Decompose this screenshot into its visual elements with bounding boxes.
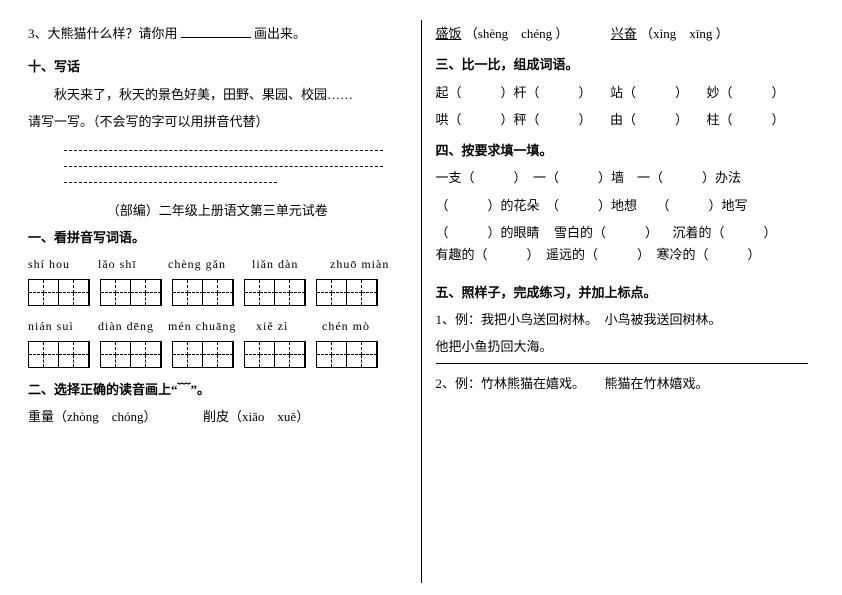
r4a[interactable]: 一支（ ） 一（ ）墙 一（ ）办法: [436, 164, 815, 191]
r5c: 2、例：竹林熊猫在嬉戏。 熊猫在竹林嬉戏。: [436, 370, 815, 397]
line-12a: 重量（zhòng chóng） 削皮（xiāo xuē）: [28, 403, 407, 430]
line-0: 盛饭 （shèng chéng ） 兴奋 （xìng xīng ）: [436, 20, 815, 47]
r3-row-a[interactable]: 起（ ）杆（ ） 站（ ） 妙（ ）: [436, 79, 815, 106]
heading-3: 三、比一比，组成词语。: [436, 51, 815, 78]
heading-10: 十、写话: [28, 53, 407, 80]
r4b[interactable]: （ ）的花朵 （ ）地想 （ ）地写: [436, 192, 815, 219]
box-row-1[interactable]: [28, 279, 407, 306]
write-line-1[interactable]: [64, 149, 383, 151]
q3-text: 3、大熊猫什么样？请你用: [28, 26, 181, 41]
p10b: 请写一写。（不会写的字可以用拼音代替）: [28, 108, 407, 135]
r4d[interactable]: 有趣的（ ） 遥远的（ ） 寒冷的（ ）: [436, 246, 815, 264]
write-line-2[interactable]: [64, 165, 383, 167]
write-line-3[interactable]: [64, 181, 277, 183]
heading-11: 一、看拼音写词语。: [28, 224, 407, 251]
box-row-2[interactable]: [28, 341, 407, 368]
r5b[interactable]: 他把小鱼扔回大海。: [436, 333, 809, 364]
q3-line: 3、大熊猫什么样？请你用 画出来。: [28, 20, 407, 47]
r3-row-b[interactable]: 哄（ ）秤（ ） 由（ ） 柱（ ）: [436, 106, 815, 133]
p10a: 秋天来了，秋天的景色好美，田野、果园、校园……: [28, 81, 407, 108]
q3-tail: 画出来。: [254, 26, 306, 41]
q3-blank[interactable]: [181, 24, 251, 38]
heading-12: 二、选择正确的读音画上“﹋”。: [28, 376, 407, 403]
paper-title: （部编）二年级上册语文第三单元试卷: [28, 197, 407, 224]
word-xing: 兴奋: [611, 26, 637, 41]
pinyin-row-1: shí hou lǎo shī chèng gǎn liǎn dàn zhuō …: [28, 252, 407, 277]
heading-4: 四、按要求填一填。: [436, 137, 815, 164]
r5a: 1、例：我把小鸟送回树林。 小鸟被我送回树林。: [436, 306, 815, 333]
word-sheng: 盛饭: [436, 26, 462, 41]
pinyin-row-2: nián suì diàn dēng mén chuāng xiě zì ché…: [28, 314, 407, 339]
heading-5: 五、照样子，完成练习，并加上标点。: [436, 279, 815, 306]
r4c[interactable]: （ ）的眼睛 雪白的（ ） 沉着的（ ）: [436, 219, 815, 246]
